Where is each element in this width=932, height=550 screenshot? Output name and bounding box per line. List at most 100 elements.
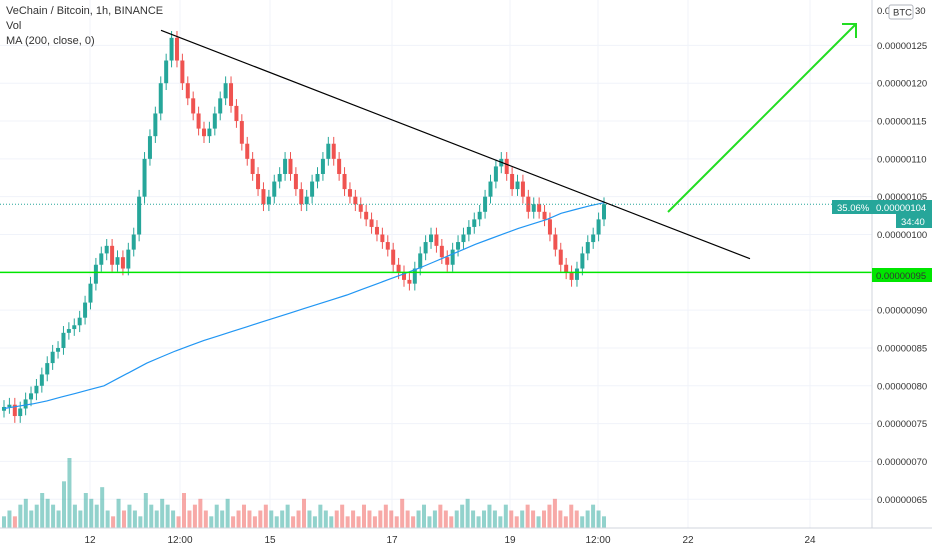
volume-bar xyxy=(258,510,263,528)
volume-bar xyxy=(411,516,416,528)
candle-body xyxy=(493,166,498,182)
grid xyxy=(0,0,872,528)
candle-body xyxy=(461,234,466,243)
candle-body xyxy=(191,98,196,114)
candle-body xyxy=(174,37,179,61)
projection-arrow[interactable] xyxy=(667,23,857,213)
volume-bar xyxy=(12,516,17,528)
volume-bar xyxy=(51,504,56,528)
candle-body xyxy=(223,83,228,99)
price-axis-top-label: 0.0 xyxy=(877,6,890,17)
candle-body xyxy=(326,143,331,159)
candle-body xyxy=(558,249,563,265)
volume-bar xyxy=(454,510,459,528)
volume-bar xyxy=(471,510,476,528)
candle-body xyxy=(245,143,250,159)
volume-bar xyxy=(525,504,530,528)
volume-bar xyxy=(547,504,552,528)
volume-bar xyxy=(122,510,126,528)
price-tick-label: 0.00000070 xyxy=(877,457,927,468)
volume-bar xyxy=(247,510,252,528)
candle-body xyxy=(115,257,120,265)
candle-body xyxy=(202,128,206,137)
volume-bar xyxy=(372,516,377,528)
volume-bar xyxy=(116,498,121,528)
time-tick-label: 15 xyxy=(264,535,276,546)
volume-bar xyxy=(312,516,317,528)
volume-bar xyxy=(165,504,170,528)
volume-bar xyxy=(542,510,546,528)
candle-body xyxy=(429,234,434,243)
candle-body xyxy=(72,325,77,330)
candle-body xyxy=(104,245,109,254)
ma-200-line xyxy=(3,202,605,410)
ma-legend[interactable]: MA (200, close, 0) xyxy=(6,35,95,47)
volume-bar xyxy=(367,510,372,528)
volume-bar xyxy=(432,510,437,528)
volume-bar xyxy=(563,516,568,528)
candle-body xyxy=(515,181,520,190)
volume-bar xyxy=(269,510,274,528)
candle-body xyxy=(110,245,115,265)
volume-bar xyxy=(416,510,421,528)
currency-badge[interactable] xyxy=(888,4,914,20)
candle-body xyxy=(520,181,525,197)
candle-body xyxy=(45,363,50,375)
candle-body xyxy=(293,173,298,190)
candle-body xyxy=(147,136,152,159)
candle-body xyxy=(158,83,163,114)
volume-bar xyxy=(569,504,574,528)
volume-bar xyxy=(209,516,214,528)
price-tick-label: 0.00000100 xyxy=(877,230,927,241)
volume-bar xyxy=(231,516,236,528)
price-tick-label: 0.00000080 xyxy=(877,381,927,392)
candle-body xyxy=(39,374,44,386)
volume-bar xyxy=(449,516,454,528)
countdown-badge xyxy=(896,214,932,228)
volume-bar xyxy=(531,510,536,528)
candle-body xyxy=(131,234,136,250)
volume-legend[interactable]: Vol xyxy=(6,20,22,32)
price-axis-background xyxy=(872,0,932,528)
arrow-shaft xyxy=(667,23,857,213)
volume-bar xyxy=(187,510,192,528)
time-tick-label: 19 xyxy=(504,535,516,546)
volume-bar xyxy=(263,504,268,528)
candle-body xyxy=(553,234,558,250)
volume-bar xyxy=(285,504,290,528)
volume-bar xyxy=(23,498,28,528)
candle-body xyxy=(288,158,293,174)
volume-bar xyxy=(132,510,137,528)
candle-body xyxy=(483,196,488,212)
candle-body xyxy=(310,181,315,197)
candle-body xyxy=(88,283,93,303)
volume-bar xyxy=(400,498,405,528)
support-price-label: 0.00000095 xyxy=(876,271,926,282)
volume-bar xyxy=(220,510,225,528)
candle-body xyxy=(396,264,401,273)
volume-bar xyxy=(536,516,541,528)
volume-bar xyxy=(503,504,508,528)
volume-bar xyxy=(160,498,165,528)
current-price-label: 0.00000104 xyxy=(876,203,926,214)
candle-body xyxy=(50,351,55,364)
price-tick-label: 0.00000075 xyxy=(877,419,927,430)
volume-bar xyxy=(138,516,143,528)
candle-body xyxy=(423,242,428,254)
countdown-label: 34:40 xyxy=(901,217,925,228)
descending-trendline[interactable] xyxy=(160,29,751,260)
candle-body xyxy=(196,113,201,129)
price-tick-label: 0.00000115 xyxy=(877,117,927,128)
volume-bar xyxy=(509,510,514,528)
symbol-title[interactable]: VeChain / Bitcoin, 1h, BINANCE xyxy=(6,5,164,17)
price-tick-label: 0.00000120 xyxy=(877,79,927,90)
candle-body xyxy=(358,204,363,212)
candle-body xyxy=(304,196,309,205)
candle-body xyxy=(7,404,12,407)
volume-bar xyxy=(460,504,465,528)
candle-body xyxy=(320,158,325,174)
candle-body xyxy=(61,332,66,348)
volume-bar xyxy=(45,498,50,528)
candle-body xyxy=(256,173,261,190)
